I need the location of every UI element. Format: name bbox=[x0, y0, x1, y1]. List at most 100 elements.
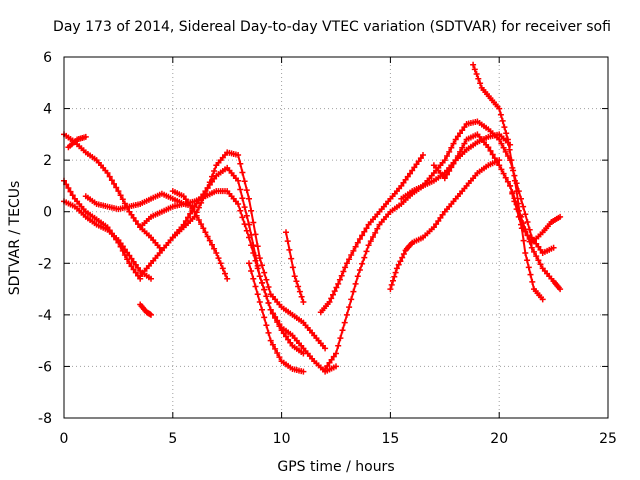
data-point bbox=[284, 238, 291, 245]
data-point bbox=[239, 195, 246, 202]
x-tick-label: 5 bbox=[168, 431, 177, 447]
y-tick-label: -2 bbox=[38, 256, 52, 272]
data-point bbox=[189, 205, 196, 212]
data-point bbox=[248, 268, 255, 274]
data-point bbox=[195, 217, 202, 223]
data-point bbox=[113, 236, 120, 243]
data-point bbox=[211, 245, 218, 252]
data-point bbox=[511, 198, 518, 205]
data-point bbox=[350, 247, 357, 254]
data-point bbox=[217, 260, 224, 267]
data-point bbox=[261, 269, 268, 276]
data-point bbox=[535, 257, 542, 264]
data-point bbox=[356, 236, 363, 242]
data-point bbox=[518, 221, 524, 228]
data-point bbox=[507, 182, 514, 189]
data-point bbox=[108, 230, 115, 237]
data-point bbox=[527, 271, 534, 278]
data-point bbox=[267, 337, 274, 344]
data-point bbox=[522, 228, 529, 235]
data-point bbox=[265, 284, 272, 290]
data-point bbox=[535, 243, 542, 250]
data-point bbox=[293, 278, 300, 285]
data-point bbox=[326, 299, 333, 305]
data-point bbox=[448, 144, 455, 151]
data-point bbox=[243, 212, 250, 219]
y-tick-label: -6 bbox=[38, 359, 52, 375]
data-point bbox=[350, 288, 357, 295]
data-point bbox=[330, 291, 336, 298]
x-tick-label: 0 bbox=[60, 431, 69, 447]
data-point bbox=[518, 195, 524, 202]
data-point bbox=[409, 167, 416, 174]
data-point bbox=[187, 210, 194, 217]
series-arc-16 bbox=[398, 118, 557, 256]
y-tick-label: 2 bbox=[43, 153, 52, 169]
data-point bbox=[346, 304, 353, 311]
data-point bbox=[254, 243, 261, 250]
series-arc-19 bbox=[507, 182, 564, 246]
data-point bbox=[392, 269, 399, 276]
y-tick-label: 4 bbox=[43, 102, 52, 118]
data-point bbox=[459, 144, 466, 151]
data-point bbox=[187, 202, 194, 209]
data-point bbox=[525, 264, 532, 271]
data-point bbox=[119, 247, 126, 254]
data-point bbox=[461, 124, 468, 131]
data-point bbox=[239, 169, 246, 176]
data-point bbox=[130, 266, 137, 273]
data-point bbox=[526, 236, 533, 242]
data-point bbox=[348, 252, 355, 258]
data-point bbox=[287, 339, 294, 346]
data-point bbox=[132, 218, 139, 224]
data-point bbox=[435, 218, 442, 224]
data-point bbox=[148, 311, 154, 318]
data-point bbox=[200, 225, 207, 232]
data-point bbox=[454, 133, 461, 140]
data-point bbox=[195, 204, 202, 211]
data-point bbox=[506, 146, 513, 153]
data-point bbox=[269, 341, 276, 348]
data-point bbox=[528, 244, 535, 251]
data-point bbox=[130, 258, 137, 265]
data-point bbox=[336, 276, 343, 283]
data-point bbox=[395, 261, 402, 268]
series-arc-13 bbox=[317, 152, 426, 316]
data-point bbox=[496, 162, 503, 169]
data-point bbox=[224, 275, 231, 282]
data-point bbox=[209, 241, 215, 248]
data-point bbox=[322, 345, 329, 352]
data-point bbox=[337, 335, 344, 342]
data-point bbox=[198, 199, 205, 206]
data-point bbox=[117, 243, 124, 250]
data-point bbox=[524, 232, 531, 239]
y-tick-label: 0 bbox=[43, 205, 52, 221]
data-point bbox=[269, 310, 276, 317]
data-point bbox=[191, 208, 198, 215]
data-point bbox=[524, 219, 531, 225]
data-point bbox=[291, 273, 298, 280]
data-point bbox=[111, 233, 117, 240]
data-point bbox=[272, 345, 279, 352]
data-point bbox=[204, 185, 211, 191]
data-point bbox=[206, 179, 213, 186]
data-point bbox=[121, 252, 128, 258]
data-point bbox=[211, 168, 218, 174]
data-point bbox=[352, 243, 359, 250]
data-point bbox=[237, 207, 244, 214]
data-point bbox=[148, 275, 154, 282]
data-point bbox=[363, 225, 370, 232]
y-axis-label: SDTVAR / TECUs bbox=[7, 181, 23, 296]
series-arc-3 bbox=[61, 177, 144, 282]
data-point bbox=[328, 295, 335, 302]
data-point bbox=[446, 168, 453, 174]
data-point bbox=[235, 177, 242, 184]
data-point bbox=[182, 196, 189, 203]
data-point bbox=[267, 306, 274, 313]
data-point bbox=[341, 319, 348, 326]
data-point bbox=[338, 272, 345, 279]
data-point bbox=[246, 195, 252, 202]
data-point bbox=[452, 136, 459, 143]
data-point bbox=[256, 299, 263, 305]
